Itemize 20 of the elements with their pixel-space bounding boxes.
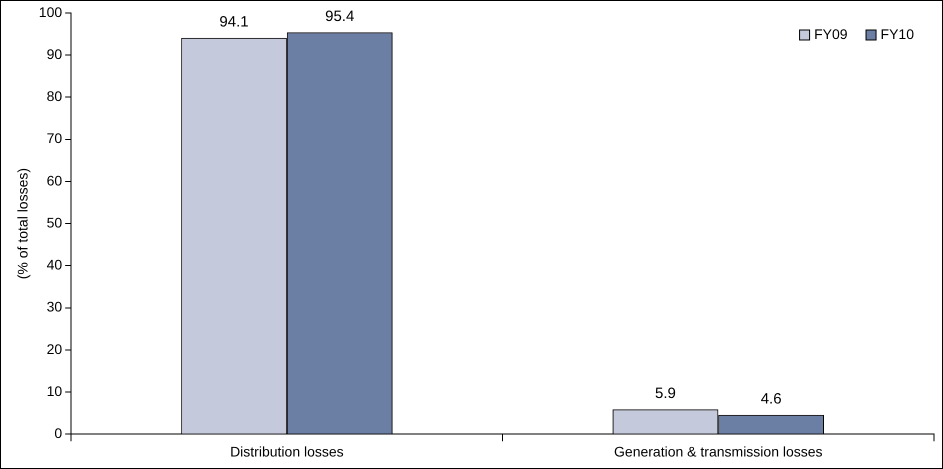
y-tick-label: 40 bbox=[46, 256, 62, 273]
y-tick-label: 70 bbox=[46, 130, 62, 146]
legend-label: FY10 bbox=[880, 26, 914, 42]
y-tick-label: 0 bbox=[54, 425, 62, 442]
y-tick-label: 10 bbox=[46, 382, 62, 399]
x-tick-label: Distribution losses bbox=[230, 443, 344, 460]
y-tick-label: 80 bbox=[46, 88, 62, 104]
y-tick-label: 90 bbox=[46, 46, 62, 62]
y-tick-label: 100 bbox=[38, 4, 62, 20]
y-axis-title: (% of total losses) bbox=[14, 168, 30, 280]
x-tick-label: Generation & transmission losses bbox=[614, 443, 823, 460]
data-label: 5.9 bbox=[655, 384, 676, 402]
data-label: 4.6 bbox=[760, 390, 782, 408]
data-label: 95.4 bbox=[325, 8, 354, 26]
y-tick-label: 60 bbox=[46, 172, 62, 188]
legend-label: FY09 bbox=[814, 26, 848, 42]
y-tick-label: 30 bbox=[46, 298, 62, 315]
y-tick-label: 50 bbox=[46, 214, 62, 230]
y-tick-label: 20 bbox=[46, 340, 62, 357]
data-label: 94.1 bbox=[219, 13, 249, 30]
